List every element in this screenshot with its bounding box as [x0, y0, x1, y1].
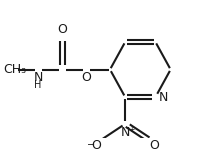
Text: O: O: [57, 23, 67, 36]
Text: N: N: [33, 71, 43, 84]
Text: H: H: [35, 80, 42, 90]
Text: N: N: [121, 126, 130, 139]
Text: O: O: [149, 139, 159, 152]
Text: −: −: [87, 140, 95, 150]
Text: O: O: [81, 71, 91, 84]
Text: N: N: [158, 91, 168, 104]
Text: O: O: [92, 139, 101, 152]
Text: CH₃: CH₃: [3, 63, 26, 76]
Text: +: +: [128, 125, 134, 134]
